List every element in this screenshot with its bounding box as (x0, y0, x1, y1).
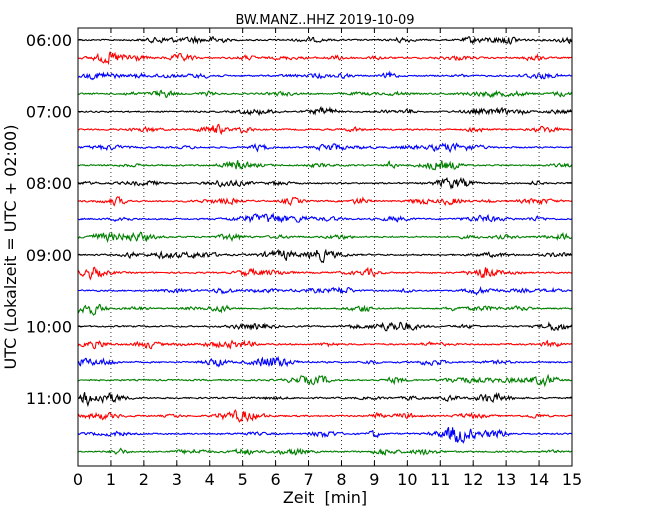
chart-title: BW.MANZ..HHZ 2019-10-09 (235, 13, 414, 28)
x-tick-label: 5 (238, 470, 248, 489)
x-tick-label: 8 (336, 470, 346, 489)
x-tick-label: 13 (496, 470, 516, 489)
seismic-trace (77, 35, 573, 45)
seismic-trace (77, 285, 573, 296)
y-tick-label: 07:00 (26, 103, 72, 122)
seismic-trace (77, 212, 573, 224)
x-tick-label: 6 (271, 470, 281, 489)
seismic-trace (77, 70, 573, 81)
y-tick-label: 06:00 (26, 31, 72, 50)
seismic-trace (77, 51, 573, 66)
x-tick-label: 14 (529, 470, 549, 489)
plot-area (78, 28, 572, 466)
seismic-trace (77, 355, 573, 368)
x-tick-label: 1 (106, 470, 116, 489)
y-tick-label: 09:00 (26, 246, 72, 265)
seismic-trace (77, 231, 573, 244)
x-tick-label: 9 (369, 470, 379, 489)
x-tick-label: 3 (172, 470, 182, 489)
seismic-trace (77, 142, 573, 154)
seismic-trace (77, 89, 573, 99)
y-tick-label: 08:00 (26, 174, 72, 193)
x-tick-label: 4 (205, 470, 215, 489)
seismic-trace (77, 266, 573, 281)
x-tick-label: 15 (562, 470, 582, 489)
seismic-trace (77, 176, 573, 190)
x-tick-label: 12 (463, 470, 483, 489)
x-axis-label: Zeit [min] (283, 488, 367, 507)
seismic-trace (77, 105, 573, 117)
seismic-trace (77, 447, 573, 457)
seismic-trace (77, 160, 573, 171)
y-axis-label: UTC (Lokalzeit = UTC + 02:00) (1, 125, 20, 370)
y-tick-label: 10:00 (26, 317, 72, 336)
x-tick-label: 11 (430, 470, 450, 489)
seismic-trace (77, 391, 573, 408)
plot-frame (77, 27, 573, 467)
seismic-trace (77, 196, 573, 207)
seismic-trace (77, 339, 573, 350)
x-tick-label: 0 (73, 470, 83, 489)
seismic-trace (77, 427, 573, 444)
x-axis-ticks: 0 1 2 3 4 5 6 7 8 9 10 11 12 13 14 15 (73, 28, 582, 489)
x-tick-label: 2 (139, 470, 149, 489)
seismic-trace (77, 248, 573, 264)
y-axis-ticks: 06:00 07:00 08:00 09:00 10:00 11:00 (26, 31, 572, 408)
x-tick-label: 10 (397, 470, 417, 489)
seismic-trace (77, 373, 573, 388)
x-tick-label: 7 (303, 470, 313, 489)
seismic-trace (77, 409, 573, 423)
seismic-trace (77, 123, 573, 136)
seismic-trace (77, 303, 573, 316)
seismic-traces (77, 35, 573, 457)
y-tick-label: 11:00 (26, 389, 72, 408)
seismic-trace (77, 321, 573, 332)
